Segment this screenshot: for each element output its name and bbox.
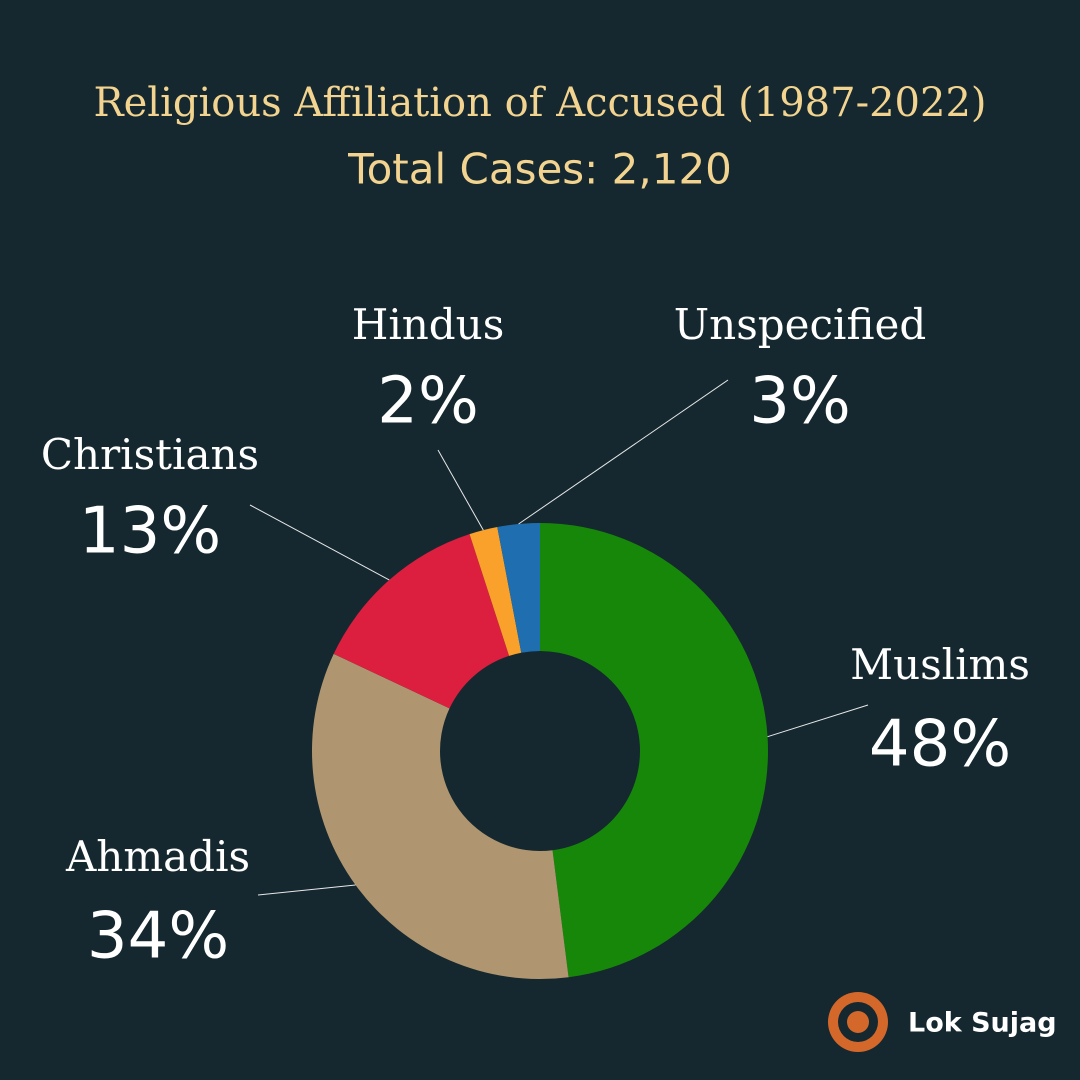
chart-title: Religious Affiliation of Accused (1987-2… — [93, 80, 986, 126]
category-label: Muslims — [850, 640, 1030, 689]
leader-line — [257, 884, 356, 896]
value-label: 34% — [87, 900, 229, 974]
donut-slice — [540, 523, 769, 978]
leader-line — [249, 504, 390, 581]
category-label: Unspecified — [674, 300, 926, 349]
value-label: 2% — [377, 365, 479, 439]
donut-slice — [311, 653, 569, 979]
category-label: Hindus — [352, 300, 505, 349]
category-label: Christians — [41, 430, 259, 479]
donut-slice — [333, 534, 510, 709]
logo: Lok Sujag — [828, 992, 1057, 1052]
category-label: Ahmadis — [65, 832, 250, 881]
value-label: 48% — [869, 708, 1011, 782]
chart-subtitle: Total Cases: 2,120 — [347, 145, 732, 194]
value-label: 3% — [749, 365, 851, 439]
leader-line — [437, 449, 484, 531]
donut-slice — [469, 527, 522, 656]
donut-slice — [497, 523, 540, 653]
value-label: 13% — [79, 495, 221, 569]
leader-line — [767, 704, 869, 738]
logo-core — [847, 1011, 869, 1033]
logo-text: Lok Sujag — [908, 1008, 1057, 1039]
leader-line — [518, 379, 729, 525]
